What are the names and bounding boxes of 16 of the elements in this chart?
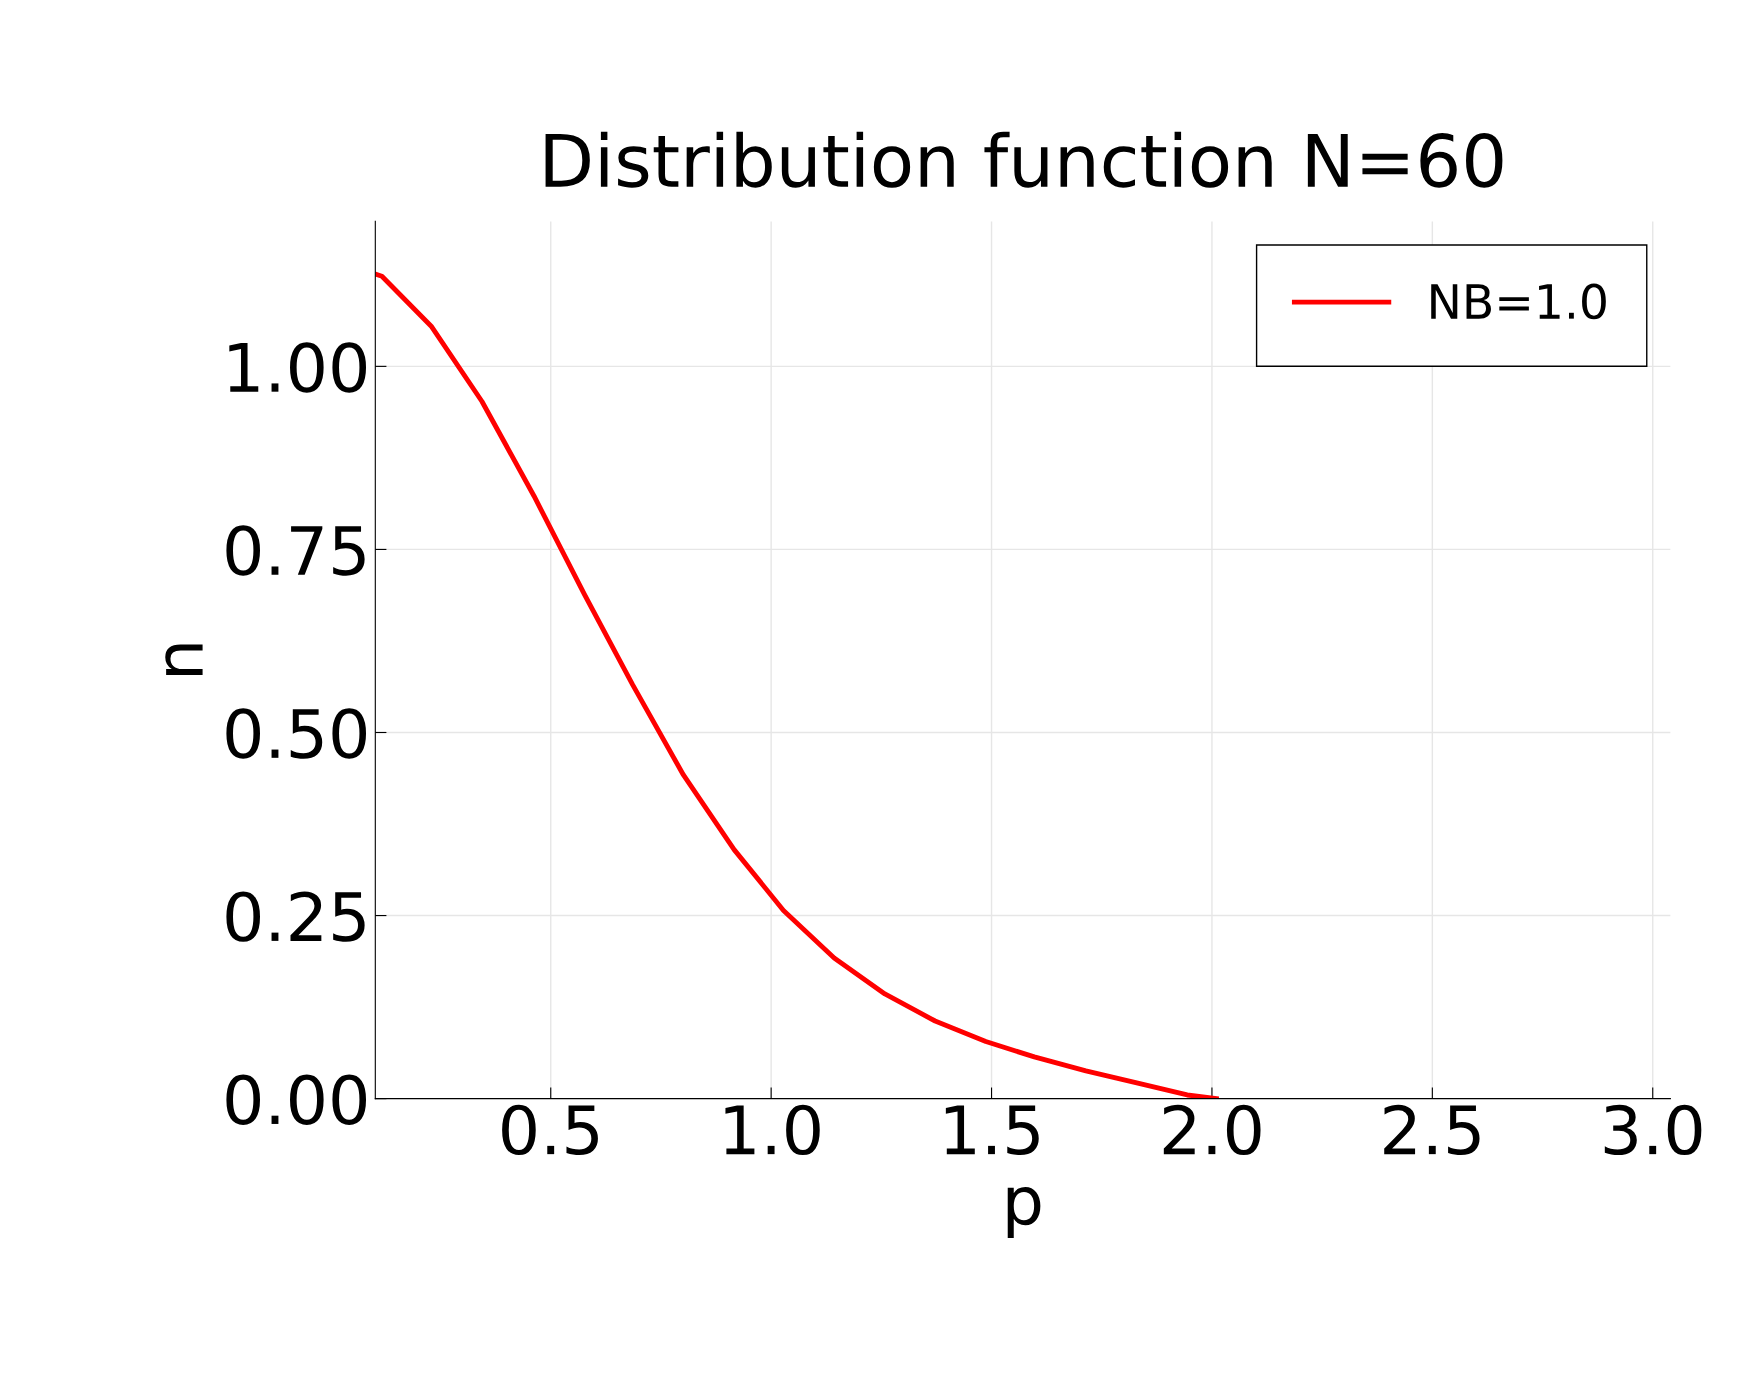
y-tick-label: 0.25: [226, 891, 365, 942]
x-tick-label: 1.5: [945, 1105, 1039, 1156]
x-tick-label: 2.5: [1384, 1104, 1480, 1156]
x-tick-label: 3.0: [1604, 1104, 1702, 1156]
chart-title: Distribution function N=60: [545, 131, 1503, 188]
y-axis-title: n: [165, 644, 203, 676]
x-axis-title: p: [1007, 1186, 1041, 1239]
y-tick-label: 0.50: [226, 708, 367, 759]
legend-label: NB=1.0: [1431, 283, 1606, 320]
x-tick-label: 2.0: [1163, 1104, 1261, 1156]
y-tick-label: 0.75: [226, 525, 365, 576]
line-series: [375, 271, 1219, 1099]
y-tick-label: 1.00: [229, 342, 367, 393]
x-tick-label: 0.5: [502, 1104, 598, 1156]
y-tick-label: 0.00: [226, 1074, 367, 1125]
x-tick-label: 1.0: [725, 1104, 820, 1156]
